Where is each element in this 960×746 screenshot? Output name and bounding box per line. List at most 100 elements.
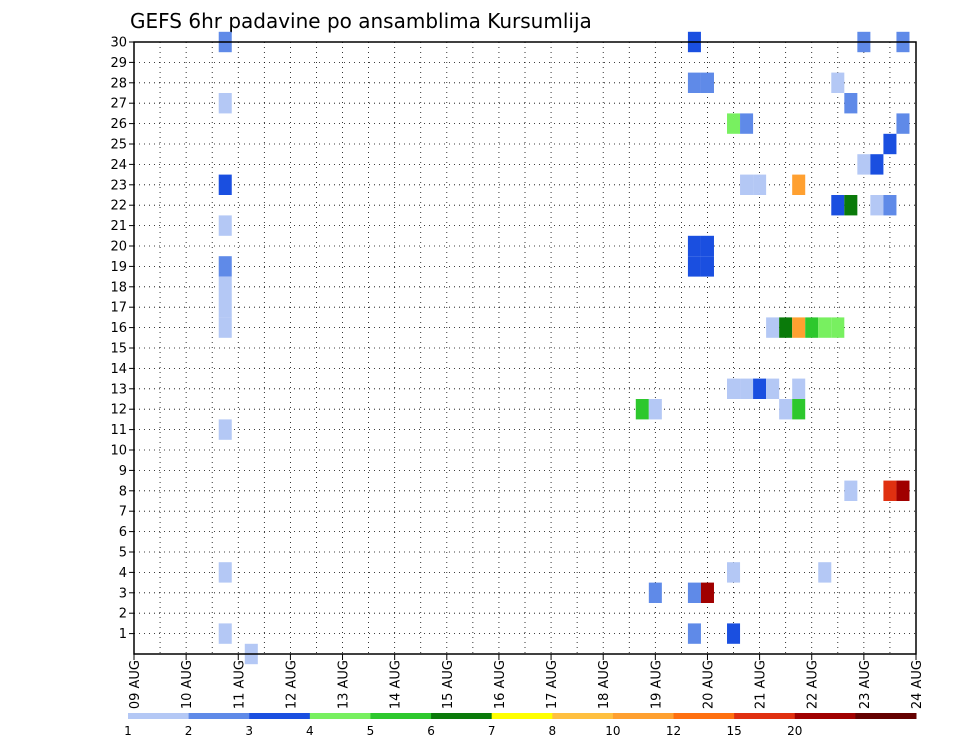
legend-label: 2 xyxy=(185,724,193,738)
precip-cell xyxy=(792,174,806,195)
precip-cell xyxy=(766,317,780,338)
y-tick-label: 30 xyxy=(110,36,127,51)
y-tick-label: 14 xyxy=(110,362,127,377)
precip-cell xyxy=(844,480,858,501)
color-legend: 1 2 3 4 5 6 7 8 10 12 15 20 xyxy=(124,713,917,738)
precip-cell xyxy=(218,174,232,195)
precip-cell xyxy=(648,399,662,420)
legend-label: 15 xyxy=(727,724,742,738)
precip-cell xyxy=(896,113,910,134)
precip-cell xyxy=(687,72,701,93)
precip-cell xyxy=(727,113,741,134)
precip-cell xyxy=(218,623,232,644)
y-tick-label: 24 xyxy=(110,158,127,173)
y-tick-label: 3 xyxy=(119,586,127,601)
y-tick-label: 12 xyxy=(110,403,127,418)
precip-cell xyxy=(218,419,232,440)
legend-swatch xyxy=(309,713,371,719)
precip-cell xyxy=(700,256,714,277)
precip-cell xyxy=(727,562,741,583)
precip-cell xyxy=(218,562,232,583)
y-tick-label: 6 xyxy=(119,525,127,540)
x-tick-label: 18 AUG xyxy=(597,660,612,709)
x-tick-label: 12 AUG xyxy=(284,660,299,709)
y-tick-label: 28 xyxy=(110,76,127,91)
precip-cell xyxy=(818,317,832,338)
precip-cell xyxy=(727,378,741,399)
y-axis: 1234567891011121314151617181920212223242… xyxy=(110,36,134,642)
y-tick-label: 23 xyxy=(110,178,127,193)
y-tick-label: 4 xyxy=(119,566,127,581)
legend-swatch xyxy=(612,713,675,719)
x-axis: 09 AUG 10 AUG 11 AUG 12 AUG 13 AUG 14 AUG 15 A… xyxy=(128,654,925,709)
x-tick-label: 09 AUG xyxy=(128,660,143,709)
precip-cell xyxy=(857,154,871,175)
legend-swatch xyxy=(188,713,250,719)
legend-label: 8 xyxy=(548,724,556,738)
x-tick-label: 11 AUG xyxy=(232,660,247,709)
precip-cell xyxy=(687,582,701,603)
precip-cell xyxy=(792,378,806,399)
legend-swatch xyxy=(491,713,553,719)
precip-cell xyxy=(218,317,232,338)
legend-swatch xyxy=(673,713,735,719)
precip-cell xyxy=(831,72,845,93)
precip-cell xyxy=(883,480,897,501)
precip-cell xyxy=(740,174,754,195)
precip-cell xyxy=(792,399,806,420)
precip-cell xyxy=(740,113,754,134)
legend-label: 10 xyxy=(605,724,620,738)
y-tick-label: 2 xyxy=(119,607,127,622)
precip-cell xyxy=(218,297,232,318)
y-tick-label: 16 xyxy=(110,321,127,336)
legend-label: 12 xyxy=(666,724,681,738)
precip-cell xyxy=(779,399,793,420)
legend-label: 4 xyxy=(306,724,314,738)
legend-swatch xyxy=(552,713,614,719)
y-tick-label: 1 xyxy=(119,627,127,642)
precip-cell xyxy=(805,317,819,338)
y-tick-label: 11 xyxy=(110,423,127,438)
y-tick-label: 29 xyxy=(110,56,127,71)
precip-cell xyxy=(831,195,845,216)
precip-cell xyxy=(740,378,754,399)
precip-cell xyxy=(687,623,701,644)
legend-swatch xyxy=(370,713,432,719)
legend-label: 1 xyxy=(124,724,132,738)
precip-cell xyxy=(831,317,845,338)
x-tick-label: 23 AUG xyxy=(858,660,873,709)
precip-cell xyxy=(648,582,662,603)
legend-label: 3 xyxy=(245,724,253,738)
precip-cell xyxy=(896,480,910,501)
precip-cell xyxy=(753,174,767,195)
precip-cell xyxy=(218,215,232,236)
x-tick-label: 22 AUG xyxy=(806,660,821,709)
y-tick-label: 15 xyxy=(110,342,127,357)
x-tick-label: 14 AUG xyxy=(389,660,404,709)
precip-cell xyxy=(218,256,232,277)
legend-label: 5 xyxy=(367,724,375,738)
y-tick-label: 7 xyxy=(119,505,127,520)
legend-label: 7 xyxy=(488,724,496,738)
grid-lines xyxy=(134,42,916,654)
legend-swatch xyxy=(128,713,190,719)
precip-cell xyxy=(883,195,897,216)
precip-cell xyxy=(766,378,780,399)
precip-cell xyxy=(792,317,806,338)
y-tick-label: 27 xyxy=(110,97,127,112)
precip-cell xyxy=(635,399,649,420)
precip-cell xyxy=(883,133,897,155)
y-tick-label: 9 xyxy=(119,464,127,479)
x-tick-label: 19 AUG xyxy=(649,660,664,709)
legend-label: 20 xyxy=(787,724,802,738)
legend-swatch xyxy=(431,713,493,719)
y-tick-label: 19 xyxy=(110,260,127,275)
y-tick-label: 22 xyxy=(110,199,127,214)
legend-swatch xyxy=(249,713,311,719)
precip-cell xyxy=(700,582,714,603)
legend-label: 6 xyxy=(427,724,435,738)
y-tick-label: 8 xyxy=(119,484,127,499)
legend-swatch xyxy=(794,713,856,719)
